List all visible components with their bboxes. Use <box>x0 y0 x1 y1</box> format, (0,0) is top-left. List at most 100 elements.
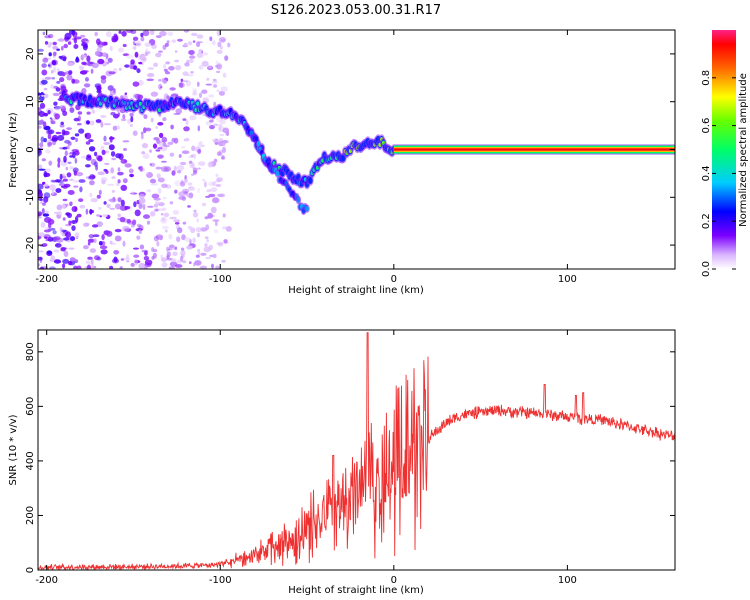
spectrogram-noise-blob <box>91 62 99 69</box>
spectrogram-marks <box>38 30 675 269</box>
spectrogram-noise-blob <box>50 84 54 89</box>
spectrogram-noise-blob <box>45 210 49 214</box>
spectrogram-noise-blob <box>183 30 190 33</box>
spectrogram-noise-blob <box>184 236 191 243</box>
spectrogram-noise-blob <box>177 227 183 234</box>
spectrogram-noise-blob <box>212 181 217 187</box>
spectrogram-noise-blob <box>155 166 162 170</box>
spectrogram-noise-blob <box>49 184 56 191</box>
spectrogram-noise-blob <box>89 248 97 253</box>
spectrogram-noise-blob <box>55 188 62 193</box>
spectrogram-noise-blob <box>41 158 46 162</box>
spectrogram-noise-blob <box>61 46 64 51</box>
spectrogram-noise-blob <box>155 201 159 205</box>
spectrogram-noise-blob <box>132 130 138 136</box>
spectrogram-noise-blob <box>50 118 54 125</box>
spectrogram-noise-blob <box>47 64 51 67</box>
spectrogram-noise-blob <box>204 243 208 248</box>
spectrogram-noise-blob <box>142 153 150 160</box>
spectrogram-noise-blob <box>102 41 107 46</box>
spectrogram-noise-blob <box>218 123 223 127</box>
spectrogram-noise-blob <box>124 92 128 95</box>
spectrogram-noise-blob <box>155 149 161 152</box>
spectrogram-noise-blob <box>86 264 91 269</box>
spectrogram-noise-blob <box>162 79 167 84</box>
spectrogram-noise-blob <box>172 209 179 215</box>
spectrogram-noise-blob <box>172 251 178 257</box>
spectrogram-noise-blob <box>144 42 151 47</box>
spectrogram-noise-blob <box>91 258 94 265</box>
spectrogram-noise-blob <box>42 121 47 128</box>
spectrogram-noise-blob <box>216 177 223 182</box>
spectrogram-noise-blob <box>107 183 115 186</box>
spectrogram-noise-blob <box>100 249 108 255</box>
colorbar-label: Normalized spectral amplitude <box>738 73 749 227</box>
spectrogram-noise-blob <box>73 170 78 176</box>
spectrogram-noise-blob <box>109 198 117 203</box>
spectrogram-noise-blob <box>180 250 186 257</box>
spectrogram-noise-blob <box>66 74 73 81</box>
spectrogram-noise-blob <box>81 61 87 65</box>
spectrogram-noise-blob <box>98 189 102 195</box>
spectrogram-noise-blob <box>79 186 83 193</box>
spectrogram-noise-blob <box>96 38 101 45</box>
spectrogram-noise-blob <box>116 182 120 187</box>
spectrogram-noise-blob <box>184 175 187 181</box>
spectrogram-noise-blob <box>71 30 76 36</box>
spectrogram-noise-blob <box>150 183 158 186</box>
spectrogram-noise-blob <box>67 41 72 45</box>
spectrogram-noise-blob <box>160 212 164 216</box>
spectrogram-noise-blob <box>187 182 193 186</box>
spectrogram-noise-blob <box>111 176 116 179</box>
spectrogram-noise-blob <box>155 35 162 39</box>
spectrogram-noise-blob <box>71 206 78 212</box>
spectrogram-noise-blob <box>188 192 194 199</box>
spectrogram-noise-blob <box>213 101 217 107</box>
spectrogram-noise-blob <box>189 115 197 121</box>
spectrogram-noise-blob <box>203 181 207 188</box>
spectrogram-noise-blob <box>126 254 130 260</box>
spectrogram-noise-blob <box>168 66 175 71</box>
spectrogram-noise-blob <box>157 154 164 159</box>
spectrogram-noise-blob <box>63 183 71 188</box>
spectrogram-noise-blob <box>51 134 59 142</box>
spectrogram-noise-blob <box>139 167 146 172</box>
spectrogram-noise-blob <box>75 171 84 177</box>
spectrogram-noise-blob <box>83 245 89 250</box>
spectrogram-noise-blob <box>103 201 107 205</box>
spectrogram-noise-blob <box>134 51 139 58</box>
spectrogram-noise-blob <box>97 155 103 162</box>
spectrogram-noise-blob <box>209 119 214 123</box>
spectrogram-noise-blob <box>215 184 222 187</box>
spectrogram-noise-blob <box>160 86 163 89</box>
spectrogram-noise-blob <box>187 205 191 208</box>
x-tick-label: -100 <box>209 575 232 586</box>
spectrogram-ridge-body <box>308 176 313 184</box>
spectrogram-noise-blob <box>178 82 185 88</box>
spectrogram-noise-blob <box>43 183 49 187</box>
spectrogram-noise-blob <box>52 230 57 235</box>
colorbar-tick-label: 0.8 <box>701 70 712 86</box>
spectrogram-noise-blob <box>184 191 188 196</box>
spectrogram-noise-blob <box>62 258 70 264</box>
spectrogram-noise-blob <box>222 127 230 134</box>
spectrogram-noise-blob <box>143 256 150 261</box>
spectrogram-noise-blob <box>48 52 52 57</box>
spectrogram-noise-blob <box>165 61 171 65</box>
spectrogram-noise-blob <box>210 206 217 214</box>
y-tick-label: -10 <box>25 189 36 205</box>
spectrogram-noise-blob <box>103 123 112 126</box>
y-tick-label: 10 <box>25 95 36 108</box>
spectrogram-noise-blob <box>156 241 160 247</box>
spectrogram-noise-blob <box>182 260 187 264</box>
spectrogram-noise-blob <box>101 149 106 156</box>
spectrogram-noise-blob <box>72 151 76 159</box>
spectrogram-noise-blob <box>144 51 149 57</box>
spectrogram-noise-blob <box>53 236 61 241</box>
spectrogram-noise-blob <box>169 152 175 157</box>
spectrogram-noise-blob <box>122 140 130 143</box>
spectrogram-noise-blob <box>181 146 186 149</box>
spectrogram-noise-blob <box>147 67 155 70</box>
spectrogram-noise-blob <box>156 173 161 179</box>
spectrogram-noise-blob <box>78 179 86 183</box>
